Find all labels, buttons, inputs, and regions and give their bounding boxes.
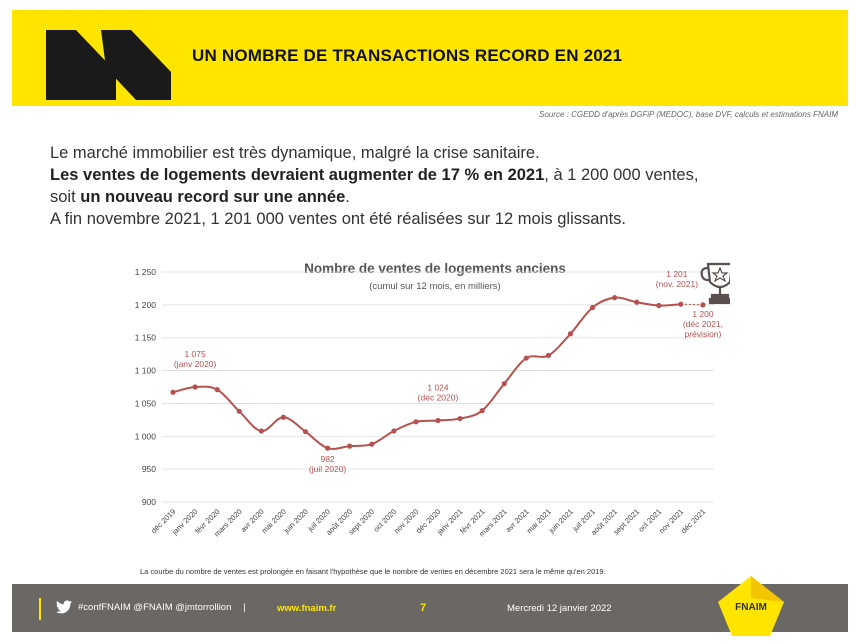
data-point <box>589 304 596 311</box>
data-label: 982 <box>321 454 335 464</box>
data-label: (juil 2020) <box>309 464 346 474</box>
intro-line-3: soit un nouveau record sur une année. <box>50 186 830 208</box>
data-point <box>214 387 220 393</box>
series-line <box>172 296 681 450</box>
data-point <box>656 302 662 309</box>
data-point <box>391 428 397 434</box>
data-point <box>170 389 176 395</box>
intro-line-2-bold: Les ventes de logements devraient augmen… <box>50 166 545 184</box>
data-point <box>545 352 551 359</box>
data-point <box>280 414 287 420</box>
y-tick-label: 1 200 <box>135 300 157 310</box>
data-point <box>302 429 309 435</box>
chart-grid <box>162 271 714 503</box>
chart-points <box>170 295 706 451</box>
data-point <box>413 419 419 425</box>
trophy-icon <box>700 262 730 305</box>
chart-footnote: La courbe du nombre de ventes est prolon… <box>140 567 606 576</box>
data-point <box>634 299 640 305</box>
data-point <box>258 428 264 434</box>
intro-line-3-bold: un nouveau record sur une année <box>80 188 346 206</box>
footer-date: Mercredi 12 janvier 2022 <box>507 603 612 614</box>
brand-chevrons-logo <box>46 30 171 100</box>
y-tick-label: 900 <box>142 497 156 507</box>
data-label: 1 075 <box>184 349 206 359</box>
footer-separator: | <box>243 601 246 613</box>
footer-social: #confFNAIM @FNAIM @jmtorrollion | <box>56 600 252 614</box>
data-label: (déc 2020) <box>418 393 459 403</box>
data-label: (déc 2021, <box>683 319 723 329</box>
data-point <box>501 381 507 387</box>
fnaim-logo-text: FNAIM <box>735 602 767 613</box>
y-tick-label: 1 250 <box>135 267 157 277</box>
y-tick-label: 1 150 <box>135 333 157 343</box>
x-tick-label: déc 2021 <box>679 507 707 535</box>
intro-line-3-pre: soit <box>50 188 81 206</box>
fnaim-logo: FNAIM <box>718 576 784 636</box>
data-point <box>192 384 198 390</box>
intro-line-2: Les ventes de logements devraient augmen… <box>50 164 830 186</box>
y-tick-label: 1 100 <box>135 366 157 376</box>
chart-title: Nombre de ventes de logements anciens <box>304 261 566 276</box>
data-label: 1 200 <box>692 309 714 319</box>
data-point <box>567 331 574 337</box>
page-title: UN NOMBRE DE TRANSACTIONS RECORD EN 2021 <box>192 46 623 65</box>
intro-line-1: Le marché immobilier est très dynamique,… <box>50 144 540 162</box>
data-point <box>612 295 618 301</box>
footer-bar: #confFNAIM @FNAIM @jmtorrollion | www.fn… <box>12 584 848 632</box>
header-banner: UN NOMBRE DE TRANSACTIONS RECORD EN 2021 <box>12 10 848 106</box>
footer-hashtags[interactable]: #confFNAIM @FNAIM @jmtorrollion <box>78 601 232 613</box>
data-label: 1 024 <box>427 383 449 393</box>
sales-line-chart: Nombre de ventes de logements anciens (c… <box>135 261 730 538</box>
twitter-icon[interactable] <box>56 600 72 614</box>
chart-subtitle: (cumul sur 12 mois, en milliers) <box>369 281 500 292</box>
data-label: prévision) <box>685 329 722 339</box>
data-point <box>678 301 684 307</box>
data-point <box>479 408 485 414</box>
data-point <box>347 443 353 449</box>
intro-line-2-rest: , à 1 200 000 ventes, <box>544 166 699 184</box>
y-tick-label: 950 <box>142 464 156 474</box>
data-point <box>523 355 529 361</box>
data-point <box>236 408 242 414</box>
intro-line-3-post: . <box>345 188 350 206</box>
data-point <box>369 441 375 447</box>
page-number: 7 <box>420 602 427 614</box>
footer-accent <box>39 598 41 620</box>
data-label: (janv 2020) <box>174 359 217 369</box>
y-tick-label: 1 000 <box>135 431 157 441</box>
intro-line-4: A fin novembre 2021, 1 201 000 ventes on… <box>50 210 627 228</box>
y-tick-label: 1 050 <box>135 398 157 408</box>
chart-annotations: 1 075(janv 2020)982(juil 2020)1 024(déc … <box>174 269 723 474</box>
data-point <box>457 415 463 422</box>
source-citation: Source : CGEDD d'après DGFiP (MEDOC), ba… <box>539 110 838 119</box>
data-point <box>700 302 706 308</box>
data-point <box>325 445 331 451</box>
chart-y-axis: 900 950 1 000 1 050 1 100 1 150 1 200 1 250 <box>135 267 157 507</box>
data-label: (nov. 2021) <box>656 279 699 289</box>
intro-text: Le marché immobilier est très dynamique,… <box>50 142 830 230</box>
footer-website-link[interactable]: www.fnaim.fr <box>277 603 337 614</box>
data-point <box>435 417 441 424</box>
data-label: 1 201 <box>666 269 688 279</box>
